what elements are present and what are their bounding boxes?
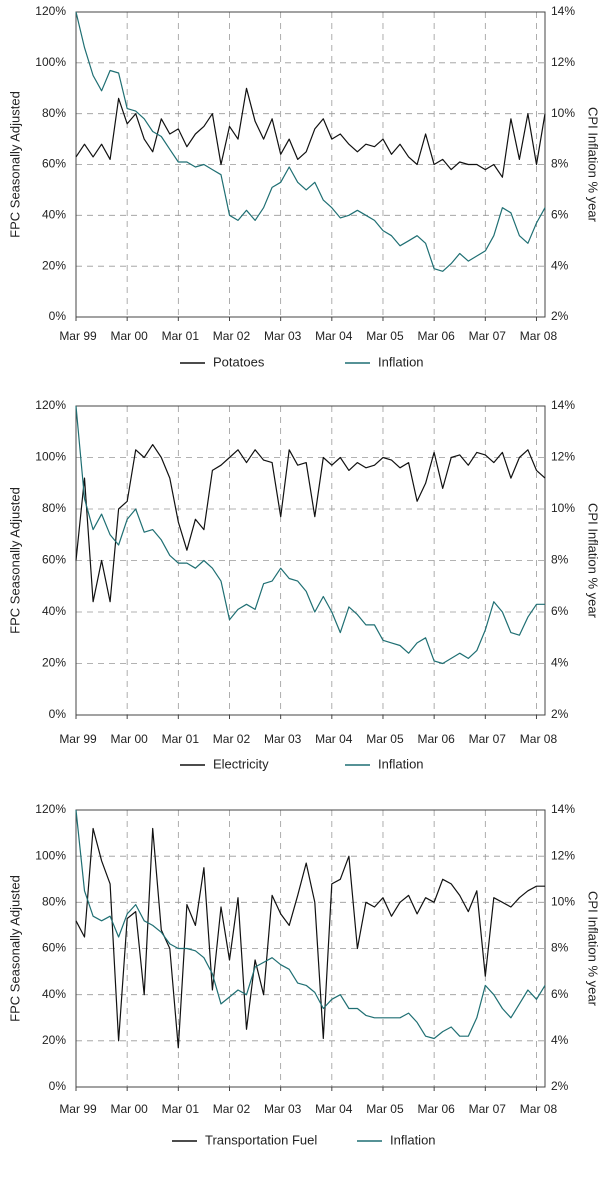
x-tick-label: Mar 01 [162, 329, 200, 343]
x-tick-label: Mar 07 [469, 732, 507, 746]
x-tick-label: Mar 01 [162, 732, 200, 746]
plot-frame [75, 809, 546, 1088]
x-tick-label: Mar 03 [264, 329, 302, 343]
x-tick-label: Mar 00 [110, 732, 148, 746]
y-tick-label: 100% [35, 450, 66, 464]
y-tick-label: 80% [42, 501, 66, 515]
y-tick-label: 0% [49, 707, 67, 721]
x-tick-label: Mar 00 [110, 329, 148, 343]
y2-tick-label: 4% [551, 656, 569, 670]
y2-tick-label: 2% [551, 309, 569, 323]
y2-tick-label: 8% [551, 157, 569, 171]
x-tick-label: Mar 02 [213, 329, 251, 343]
y2-tick-label: 6% [551, 987, 569, 1001]
legend-label: Inflation [378, 354, 424, 369]
x-tick-label: Mar 07 [469, 1102, 507, 1116]
x-tick-label: Mar 04 [315, 1102, 353, 1116]
plot-frame [75, 11, 546, 318]
x-tick-label: Mar 06 [417, 732, 455, 746]
y-tick-label: 120% [35, 398, 66, 412]
y2-axis-label: CPI Inflation % year [586, 891, 601, 1007]
x-tick-label: Mar 01 [162, 1102, 200, 1116]
x-tick-label: Mar 06 [417, 1102, 455, 1116]
y-tick-label: 40% [42, 987, 66, 1001]
y2-axis-label: CPI Inflation % year [586, 107, 601, 223]
y-tick-label: 60% [42, 157, 66, 171]
chart: 0% 20% 40% 60% 80% 100% 120% 2% 4% 6% 8% 10% 12% 14% M… [7, 802, 600, 1147]
series-line [75, 405, 545, 665]
y2-tick-label: 12% [551, 55, 575, 69]
y2-tick-label: 8% [551, 941, 569, 955]
x-tick-label: Mar 08 [520, 329, 558, 343]
y-tick-label: 20% [42, 258, 66, 272]
y2-axis-label: CPI Inflation % year [586, 503, 601, 619]
x-tick-label: Mar 04 [315, 732, 353, 746]
y-tick-label: 20% [42, 656, 66, 670]
y-axis-label: FPC Seasonally Adjusted [7, 487, 22, 634]
legend-label: Inflation [390, 1132, 436, 1147]
y2-tick-label: 12% [551, 450, 575, 464]
y-tick-label: 40% [42, 208, 66, 222]
y2-tick-label: 4% [551, 258, 569, 272]
y2-tick-label: 10% [551, 895, 575, 909]
y2-tick-label: 6% [551, 604, 569, 618]
y-tick-label: 40% [42, 604, 66, 618]
x-tick-label: Mar 99 [59, 329, 97, 343]
series-line [75, 809, 546, 1040]
x-tick-label: Mar 03 [264, 1102, 302, 1116]
y-tick-label: 80% [42, 895, 66, 909]
x-tick-label: Mar 99 [59, 1102, 97, 1116]
y-tick-label: 0% [49, 1079, 67, 1093]
y2-tick-label: 14% [551, 802, 575, 816]
y-tick-label: 100% [35, 848, 66, 862]
x-tick-label: Mar 02 [213, 1102, 251, 1116]
y-tick-label: 60% [42, 553, 66, 567]
legend-label: Potatoes [213, 354, 265, 369]
y-tick-label: 120% [35, 4, 66, 18]
x-tick-label: Mar 06 [417, 329, 455, 343]
x-tick-label: Mar 04 [315, 329, 353, 343]
y2-tick-label: 10% [551, 106, 575, 120]
x-tick-label: Mar 00 [110, 1102, 148, 1116]
y2-tick-label: 6% [551, 208, 569, 222]
series-line [75, 827, 545, 1049]
y-tick-label: 60% [42, 941, 66, 955]
x-tick-label: Mar 08 [520, 1102, 558, 1116]
x-tick-label: Mar 99 [59, 732, 97, 746]
x-tick-label: Mar 02 [213, 732, 251, 746]
x-tick-label: Mar 03 [264, 732, 302, 746]
y-tick-label: 20% [42, 1033, 66, 1047]
legend-label: Transportation Fuel [205, 1132, 317, 1147]
y2-tick-label: 4% [551, 1033, 569, 1047]
y2-tick-label: 14% [551, 4, 575, 18]
legend-label: Inflation [378, 756, 424, 771]
x-tick-label: Mar 05 [366, 732, 404, 746]
series-line [75, 87, 546, 178]
y2-tick-label: 2% [551, 1079, 569, 1093]
x-tick-label: Mar 07 [469, 329, 507, 343]
x-tick-label: Mar 05 [366, 329, 404, 343]
y2-tick-label: 2% [551, 707, 569, 721]
series-line [75, 11, 546, 272]
y2-tick-label: 14% [551, 398, 575, 412]
chart: 0% 20% 40% 60% 80% 100% 120% 2% 4% 6% 8% 10% 12% 14% M… [7, 398, 600, 771]
y-tick-label: 0% [49, 309, 67, 323]
y-axis-label: FPC Seasonally Adjusted [7, 875, 22, 1022]
y-tick-label: 80% [42, 106, 66, 120]
y-tick-label: 100% [35, 55, 66, 69]
x-tick-label: Mar 08 [520, 732, 558, 746]
series-line [75, 444, 546, 603]
legend-label: Electricity [213, 756, 269, 771]
y-axis-label: FPC Seasonally Adjusted [7, 91, 22, 238]
y-tick-label: 120% [35, 802, 66, 816]
y2-tick-label: 12% [551, 848, 575, 862]
x-tick-label: Mar 05 [366, 1102, 404, 1116]
y2-tick-label: 8% [551, 553, 569, 567]
y2-tick-label: 10% [551, 501, 575, 515]
chart: 0% 20% 40% 60% 80% 100% 120% 2% 4% 6% 8% 10% 12% 14% M… [7, 4, 600, 369]
